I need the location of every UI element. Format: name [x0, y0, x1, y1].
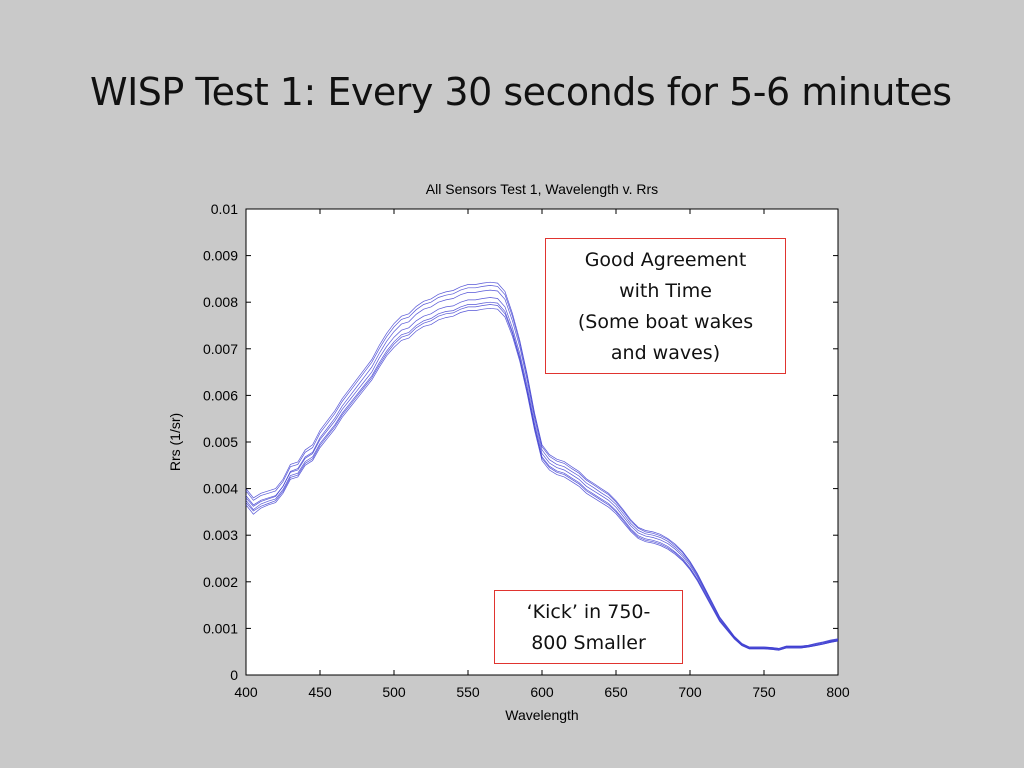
x-tick-label: 800 — [826, 684, 850, 700]
y-tick-label: 0.01 — [211, 201, 238, 217]
callout-line: ‘Kick’ in 750- — [526, 601, 651, 623]
x-tick-label: 650 — [604, 684, 628, 700]
y-tick-label: 0 — [230, 667, 238, 683]
x-tick-label: 550 — [456, 684, 480, 700]
spectrum-line-7 — [245, 304, 839, 651]
x-tick-label: 600 — [530, 684, 554, 700]
spectrum-line-6 — [245, 281, 839, 649]
callout-kick: ‘Kick’ in 750- 800 Smaller — [494, 590, 683, 664]
y-tick-label: 0.005 — [203, 434, 238, 450]
chart-title: All Sensors Test 1, Wavelength v. Rrs — [426, 181, 658, 197]
y-tick-label: 0.003 — [203, 527, 238, 543]
y-tick-label: 0.007 — [203, 341, 238, 357]
y-axis-label: Rrs (1/sr) — [167, 413, 183, 471]
callout-good-agreement: Good Agreement with Time (Some boat wake… — [545, 238, 786, 374]
x-tick-label: 750 — [752, 684, 776, 700]
callout-line: with Time — [619, 280, 712, 302]
callout-line: Good Agreement — [584, 249, 747, 271]
x-tick-label: 700 — [678, 684, 702, 700]
y-tick-label: 0.004 — [203, 481, 238, 497]
x-tick-label: 450 — [308, 684, 332, 700]
callout-line: (Some boat wakes — [577, 311, 754, 333]
y-tick-label: 0.008 — [203, 294, 238, 310]
axis-ticks: 400 450 500 550 600 650 700 750 800 0 0.001 0.002 0.… — [203, 201, 850, 700]
slide-title: WISP Test 1: Every 30 seconds for 5-6 mi… — [90, 70, 952, 114]
y-tick-label: 0.002 — [203, 574, 238, 590]
callout-line: and waves) — [610, 342, 721, 364]
x-axis-label: Wavelength — [505, 707, 578, 723]
y-tick-label: 0.006 — [203, 387, 238, 403]
y-tick-label: 0.001 — [203, 620, 238, 636]
spectrum-line-5 — [245, 285, 839, 649]
callout-line: 800 Smaller — [531, 632, 646, 654]
series-lines — [245, 281, 839, 651]
x-tick-label: 400 — [234, 684, 258, 700]
y-tick-label: 0.009 — [203, 248, 238, 264]
x-tick-label: 500 — [382, 684, 406, 700]
